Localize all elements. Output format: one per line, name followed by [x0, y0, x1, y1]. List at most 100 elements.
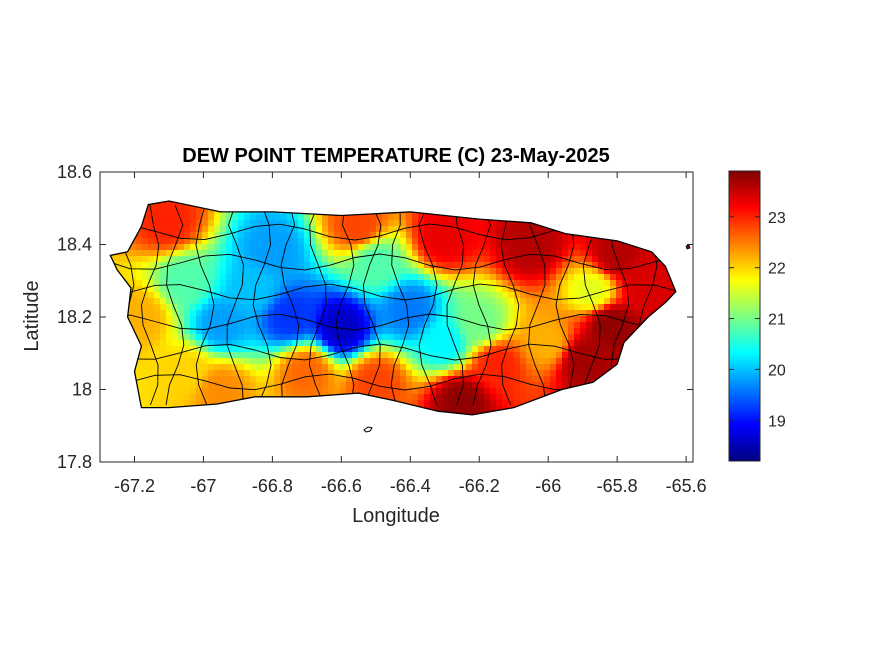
field-cell [448, 352, 455, 359]
field-cell [238, 310, 245, 317]
field-cell [256, 232, 263, 239]
y-tick-label: 18.4 [57, 235, 92, 255]
field-cell [490, 232, 497, 239]
field-cell [268, 310, 275, 317]
field-cell [334, 226, 341, 233]
field-cell [466, 364, 473, 371]
field-cell [238, 346, 245, 353]
field-cell [604, 334, 611, 341]
field-cell [568, 364, 575, 371]
field-cell [508, 268, 515, 275]
field-cell [286, 370, 293, 377]
field-cell [166, 280, 173, 287]
field-cell [502, 244, 509, 251]
field-cell [166, 274, 173, 281]
field-cell [610, 310, 617, 317]
field-cell [436, 286, 443, 293]
field-cell [382, 322, 389, 329]
field-cell [328, 298, 335, 305]
field-cell [472, 358, 479, 365]
field-cell [196, 232, 203, 239]
field-cell [256, 328, 263, 335]
field-cell [262, 244, 269, 251]
field-cell [400, 238, 407, 245]
field-cell [520, 400, 527, 407]
field-cell [364, 304, 371, 311]
field-cell [484, 292, 491, 299]
field-cell [358, 346, 365, 353]
field-cell [436, 304, 443, 311]
field-cell [358, 280, 365, 287]
field-cell [232, 346, 239, 353]
field-cell [430, 394, 437, 401]
field-cell [460, 280, 467, 287]
field-cell [178, 238, 185, 245]
field-cell [214, 382, 221, 389]
field-cell [190, 286, 197, 293]
field-cell [388, 304, 395, 311]
field-cell [490, 364, 497, 371]
field-cell [394, 244, 401, 251]
field-cell [184, 364, 191, 371]
field-cell [328, 292, 335, 299]
field-cell [232, 232, 239, 239]
field-cell [580, 274, 587, 281]
field-cell [208, 280, 215, 287]
field-cell [448, 280, 455, 287]
field-cell [184, 328, 191, 335]
field-cell [490, 358, 497, 365]
field-cell [604, 352, 611, 359]
field-cell [532, 364, 539, 371]
field-cell [508, 358, 515, 365]
field-cell [646, 292, 653, 299]
field-cell [208, 310, 215, 317]
field-cell [376, 214, 383, 221]
field-cell [322, 214, 329, 221]
field-cell [196, 322, 203, 329]
field-cell [166, 304, 173, 311]
field-cell [376, 328, 383, 335]
field-cell [148, 304, 155, 311]
field-cell [340, 310, 347, 317]
field-cell [484, 268, 491, 275]
field-cell [502, 334, 509, 341]
field-cell [394, 316, 401, 323]
field-cell [562, 298, 569, 305]
field-cell [436, 262, 443, 269]
field-cell [154, 310, 161, 317]
field-cell [418, 388, 425, 395]
field-cell [208, 340, 215, 347]
field-cell [250, 214, 257, 221]
field-cell [538, 256, 545, 263]
field-cell [184, 394, 191, 401]
field-cell [208, 232, 215, 239]
field-cell [130, 268, 137, 275]
field-cell [136, 370, 143, 377]
field-cell [136, 292, 143, 299]
field-cell [508, 376, 515, 383]
field-cell [202, 256, 209, 263]
field-cell [352, 370, 359, 377]
field-cell [496, 238, 503, 245]
caja-de-muertos-islet [363, 426, 373, 433]
field-cell [178, 376, 185, 383]
field-cell [142, 292, 149, 299]
field-cell [196, 292, 203, 299]
field-cell [274, 256, 281, 263]
field-cell [418, 298, 425, 305]
field-cell [598, 358, 605, 365]
field-cell [376, 274, 383, 281]
field-cell [232, 250, 239, 257]
field-cell [508, 298, 515, 305]
field-cell [196, 358, 203, 365]
field-cell [340, 370, 347, 377]
field-cell [430, 220, 437, 227]
field-cell [226, 334, 233, 341]
field-cell [412, 352, 419, 359]
field-cell [238, 340, 245, 347]
field-cell [610, 334, 617, 341]
field-cell [298, 292, 305, 299]
field-cell [364, 322, 371, 329]
field-cell [178, 244, 185, 251]
field-cell [556, 268, 563, 275]
